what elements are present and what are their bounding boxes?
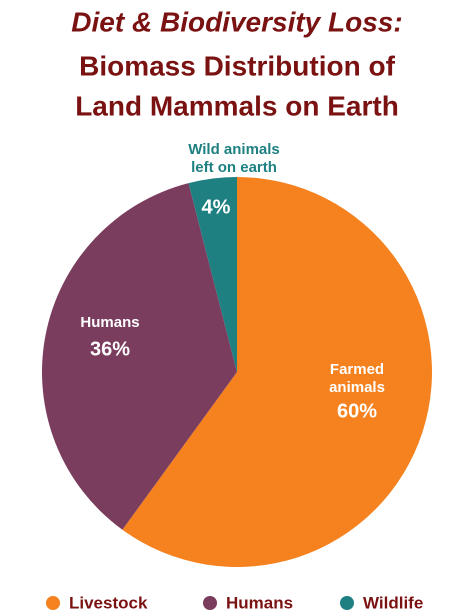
chart-title: Biomass Distribution of bbox=[79, 50, 395, 81]
slice-label: Wild animals bbox=[188, 141, 280, 158]
legend-label: Livestock bbox=[69, 593, 148, 612]
pie-slice bbox=[122, 177, 433, 567]
slice-label: Humans bbox=[80, 314, 139, 331]
slice-label: Farmed bbox=[330, 361, 384, 378]
value-label: 4% bbox=[202, 196, 231, 218]
slice-label: animals bbox=[329, 379, 385, 396]
value-label: 60% bbox=[337, 400, 377, 422]
legend-label: Humans bbox=[226, 593, 293, 612]
pie-slice bbox=[41, 183, 237, 530]
legend-marker bbox=[340, 596, 354, 610]
legend-marker bbox=[203, 596, 217, 610]
legend-marker bbox=[46, 596, 60, 610]
slice-label: left on earth bbox=[191, 159, 277, 176]
chart-title: Land Mammals on Earth bbox=[75, 90, 399, 121]
pie-slice bbox=[188, 177, 237, 372]
value-label: 36% bbox=[90, 338, 130, 360]
legend-label: Wildlife bbox=[363, 593, 423, 612]
chart-title: Diet & Biodiversity Loss: bbox=[71, 6, 402, 37]
